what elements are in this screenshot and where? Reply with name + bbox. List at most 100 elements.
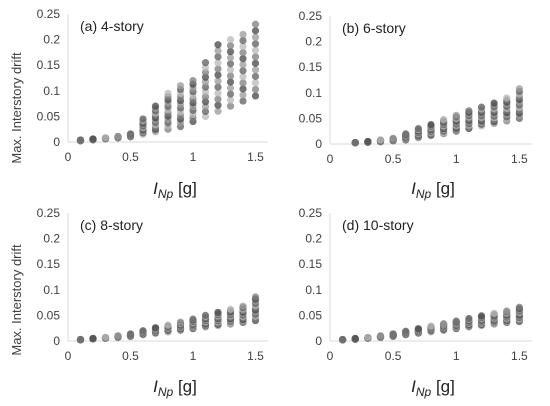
data-point (176, 318, 185, 326)
y-tick-label: 0.2 (305, 232, 322, 246)
data-point (226, 42, 235, 50)
data-point (214, 308, 222, 316)
data-point (414, 125, 422, 133)
y-tick-label: 0.1 (43, 283, 60, 297)
data-point (214, 41, 222, 49)
data-point (239, 36, 247, 45)
data-point (139, 327, 147, 335)
data-point (351, 138, 359, 147)
data-point (214, 107, 222, 115)
x-axis-title-main: I (153, 179, 158, 198)
x-tick-label: 1.5 (511, 152, 528, 166)
data-point (402, 327, 410, 335)
data-point (239, 73, 247, 81)
data-point (490, 99, 498, 107)
data-point (251, 46, 260, 54)
data-point (239, 67, 247, 75)
data-point (239, 55, 247, 63)
data-point (251, 27, 260, 35)
data-point (427, 322, 435, 330)
data-point (239, 49, 247, 57)
data-point (251, 20, 260, 28)
data-point (239, 61, 247, 69)
data-point (151, 102, 160, 110)
x-tick-label: 1.5 (247, 150, 264, 164)
panel-title: (a) 4-story (80, 18, 144, 34)
data-point (214, 65, 222, 73)
data-point (251, 293, 260, 301)
data-point (465, 107, 473, 115)
y-tick-label: 0.2 (305, 35, 322, 49)
data-point (214, 71, 222, 79)
y-tick-label: 0 (315, 334, 322, 348)
data-point (214, 59, 222, 67)
x-tick-label: 0.5 (385, 152, 402, 166)
data-point (440, 319, 448, 328)
y-tick-label: 0.05 (299, 308, 323, 322)
data-point (114, 132, 122, 140)
data-point (189, 315, 197, 323)
y-axis-title: Max. Interstory drift (9, 52, 24, 164)
data-point (251, 85, 260, 94)
y-tick-label: 0.25 (37, 206, 61, 220)
data-point (214, 47, 222, 55)
data-point (251, 40, 260, 48)
y-tick-label: 0.15 (37, 58, 61, 72)
panel-title: (d) 10-story (342, 217, 414, 233)
data-point (251, 59, 260, 67)
data-point (477, 103, 486, 111)
x-axis-title-unit: [g] (173, 377, 197, 396)
data-point (503, 307, 511, 315)
data-point (251, 92, 260, 100)
x-tick-label: 0.5 (122, 349, 139, 363)
x-axis-title: INp [g] (411, 377, 455, 399)
x-tick-label: 1.5 (247, 349, 264, 363)
data-point (164, 89, 172, 97)
x-axis-title: INp [g] (153, 377, 197, 399)
panel-title: (b) 6-story (342, 20, 406, 36)
y-tick-label: 0 (315, 137, 322, 151)
y-tick-label: 0.05 (37, 308, 61, 322)
data-point (251, 53, 260, 61)
data-point (226, 54, 235, 62)
data-point (239, 42, 247, 51)
data-point (76, 335, 85, 344)
data-point (226, 72, 235, 80)
data-point (452, 111, 460, 119)
data-point (465, 314, 473, 323)
data-point (239, 85, 247, 93)
data-point (151, 324, 160, 332)
chart-panel-4: 0 0.05 0.1 0.15 0.2 0.25 0 0.5 1 1.5 (d) 10-story I… (299, 206, 532, 399)
data-point (251, 33, 260, 41)
data-point (414, 325, 422, 333)
data-point (226, 90, 235, 98)
x-axis-title-unit: [g] (173, 179, 197, 198)
data-point (226, 78, 235, 86)
x-axis-title-subscript: Np (416, 385, 432, 399)
x-tick-label: 0 (65, 150, 72, 164)
data-point (189, 76, 197, 85)
data-point (452, 317, 460, 325)
data-point (490, 309, 498, 317)
y-tick-label: 0 (53, 135, 60, 149)
x-axis-title-subscript: Np (158, 385, 174, 399)
data-point (239, 91, 247, 99)
y-tick-label: 0.15 (299, 60, 323, 74)
data-point (126, 130, 135, 138)
x-axis-title-unit: [g] (431, 377, 455, 396)
data-point (477, 312, 486, 320)
y-tick-label: 0.25 (299, 206, 323, 220)
data-point (402, 130, 410, 138)
data-point (214, 101, 222, 109)
data-point (101, 134, 110, 142)
x-axis-title-main: I (411, 377, 416, 396)
x-tick-label: 0.5 (385, 349, 402, 363)
data-point (226, 48, 235, 56)
y-tick-label: 0.1 (305, 283, 322, 297)
x-tick-label: 1 (190, 150, 197, 164)
data-point (239, 79, 247, 87)
x-tick-label: 1.5 (511, 349, 528, 363)
data-point (239, 30, 247, 39)
data-point (427, 120, 435, 129)
x-tick-label: 1 (453, 349, 460, 363)
